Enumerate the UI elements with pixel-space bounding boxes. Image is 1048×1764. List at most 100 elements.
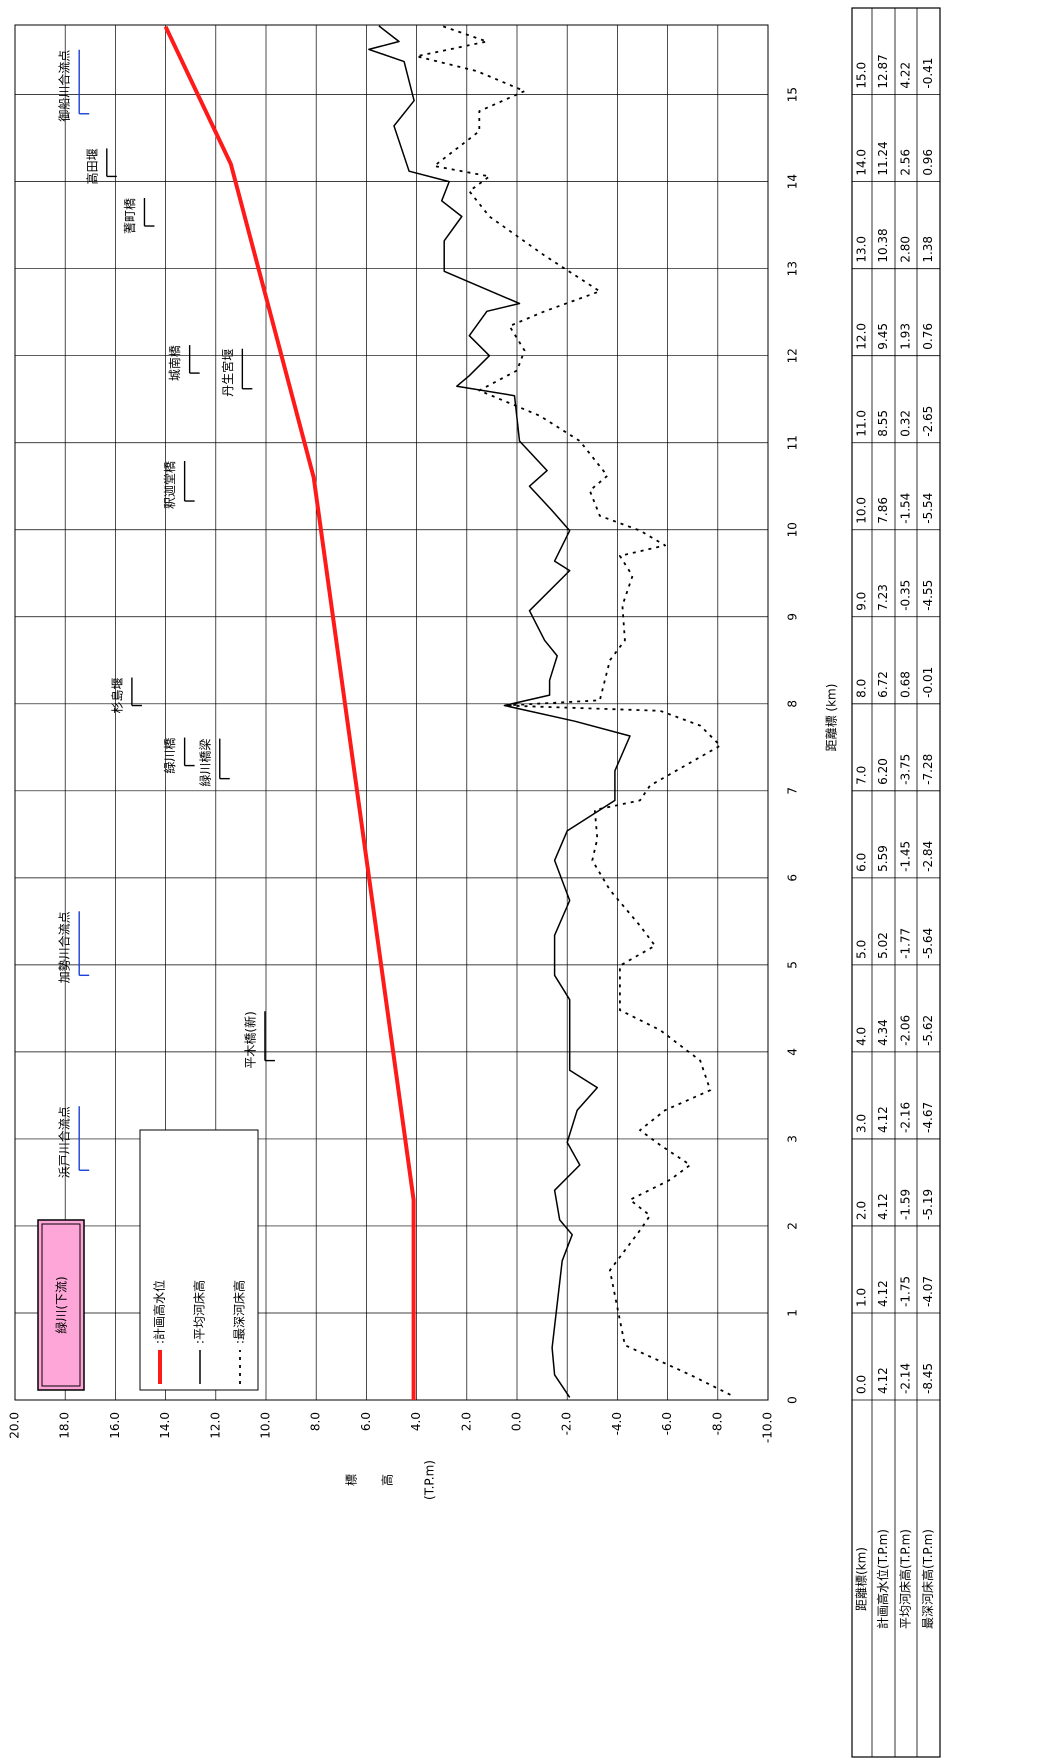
table-cell: -2.65 [921, 406, 935, 437]
table-cell: 4.12 [876, 1367, 890, 1394]
annotation-label: 緑川橋梁 [197, 739, 212, 787]
table-cell: 15.0 [855, 62, 869, 89]
table-cell: 2.56 [899, 149, 913, 176]
y-axis-label: 高 [380, 1474, 395, 1486]
table-cell: 8.55 [876, 410, 890, 437]
table-cell: 7.23 [876, 584, 890, 611]
table-cell: 3.0 [855, 1114, 869, 1133]
table-cell: 12.0 [855, 323, 869, 350]
x-tick-label: 11 [786, 435, 800, 450]
table-cell: 11.24 [876, 141, 890, 175]
table-cell: -3.75 [899, 754, 913, 785]
annotation-label: 加勢川合流点 [57, 911, 72, 983]
table-cell: 4.22 [899, 62, 913, 89]
x-tick-label: 6 [786, 874, 800, 882]
table-cell: -4.07 [921, 1276, 935, 1307]
table-cell: 13.0 [855, 236, 869, 263]
table-cell: -2.06 [899, 1015, 913, 1046]
table-cell: 6.0 [855, 853, 869, 872]
table-cell: 6.72 [876, 671, 890, 698]
annotation-label: 平木橋(新) [242, 1011, 257, 1068]
annotation-label: 浜戸川合流点 [57, 1106, 72, 1178]
y-tick-label: 10.0 [259, 1412, 273, 1439]
table-cell: -5.64 [921, 928, 935, 959]
y-axis-label: (T.P.m) [423, 1460, 437, 1500]
y-tick-label: 14.0 [158, 1412, 172, 1439]
y-tick-label: -10.0 [761, 1412, 775, 1443]
rotated-chart: -10.0-8.0-6.0-4.0-2.00.02.04.06.08.010.0… [8, 7, 941, 1758]
table-row-label: 距離標(km) [855, 1547, 869, 1611]
y-tick-label: 18.0 [58, 1412, 72, 1439]
x-tick-label: 2 [786, 1222, 800, 1230]
y-tick-label: -6.0 [660, 1412, 674, 1435]
series-line [163, 25, 416, 1400]
table-cell: 9.0 [855, 592, 869, 611]
table-cell: -2.84 [921, 841, 935, 872]
table-cell: -0.35 [899, 580, 913, 611]
table-cell: 5.02 [876, 932, 890, 959]
table-cell: 14.0 [855, 149, 869, 176]
series-line [368, 25, 631, 1398]
x-tick-label: 4 [786, 1048, 800, 1056]
x-tick-label: 10 [786, 522, 800, 537]
table-cell: 7.0 [855, 766, 869, 785]
table-cell: -1.77 [899, 928, 913, 959]
x-tick-label: 9 [786, 613, 800, 621]
table-cell: 0.96 [921, 149, 935, 176]
table-cell: 2.0 [855, 1201, 869, 1220]
y-tick-label: -8.0 [710, 1412, 724, 1435]
table-row-label: 最深河床高(T.P.m) [920, 1529, 935, 1629]
y-tick-label: 16.0 [108, 1412, 122, 1439]
table-cell: 4.0 [855, 1027, 869, 1046]
table-cell: 0.32 [899, 410, 913, 437]
x-tick-label: 12 [786, 348, 800, 363]
table-cell: 0.0 [855, 1375, 869, 1394]
table-row-label: 平均河床高(T.P.m) [898, 1529, 913, 1629]
y-axis-label: 標 [345, 1474, 359, 1486]
table-cell: -5.54 [921, 493, 935, 524]
table-cell: 1.93 [899, 323, 913, 350]
y-tick-label: 4.0 [409, 1412, 423, 1431]
table-cell: -2.14 [899, 1363, 913, 1394]
chart-title: 緑川(下流) [54, 1276, 69, 1333]
x-tick-label: 5 [786, 961, 800, 969]
x-axis-label: 距離標 (km) [825, 684, 839, 752]
y-tick-label: 12.0 [208, 1412, 222, 1439]
x-tick-label: 0 [786, 1396, 800, 1404]
table-cell: 4.34 [876, 1019, 890, 1046]
annotation-label: 蓍町橋 [123, 198, 137, 234]
annotation-label: 御船川合流点 [57, 50, 72, 122]
y-tick-label: 0.0 [510, 1412, 524, 1431]
table-cell: -1.59 [899, 1189, 913, 1220]
table-cell: -8.45 [921, 1363, 935, 1394]
table-cell: 4.12 [876, 1280, 890, 1307]
series-line [415, 25, 731, 1396]
table-cell: 4.12 [876, 1106, 890, 1133]
annotation-label: 高田堰 [84, 148, 99, 184]
legend-label: :計画高水位 [152, 1280, 167, 1344]
table-cell: 1.38 [921, 236, 935, 263]
annotation-label: 釈迦堂橋 [163, 461, 177, 509]
table-cell: 11.0 [855, 410, 869, 437]
table-cell: -0.41 [921, 58, 935, 89]
annotation-label: 城南橋 [167, 345, 182, 381]
table-cell: 1.0 [855, 1288, 869, 1307]
table-frame [851, 7, 941, 1758]
table-cell: -1.54 [899, 493, 913, 524]
y-tick-label: -2.0 [560, 1412, 574, 1435]
table-cell: -2.16 [899, 1102, 913, 1133]
title-box-inner [41, 1223, 81, 1387]
table-cell: 9.45 [876, 323, 890, 350]
x-tick-label: 8 [786, 700, 800, 708]
table-cell: -1.75 [899, 1276, 913, 1307]
table-cell: -1.45 [899, 841, 913, 872]
annotation-label: 丹生宮堰 [220, 349, 235, 397]
table-cell: 10.0 [855, 497, 869, 524]
x-tick-label: 1 [786, 1309, 800, 1317]
table-cell: -4.67 [921, 1102, 935, 1133]
table-cell: -5.19 [921, 1189, 935, 1220]
x-tick-label: 15 [786, 87, 800, 102]
table-cell: 5.0 [855, 940, 869, 959]
table-cell: -5.62 [921, 1015, 935, 1046]
